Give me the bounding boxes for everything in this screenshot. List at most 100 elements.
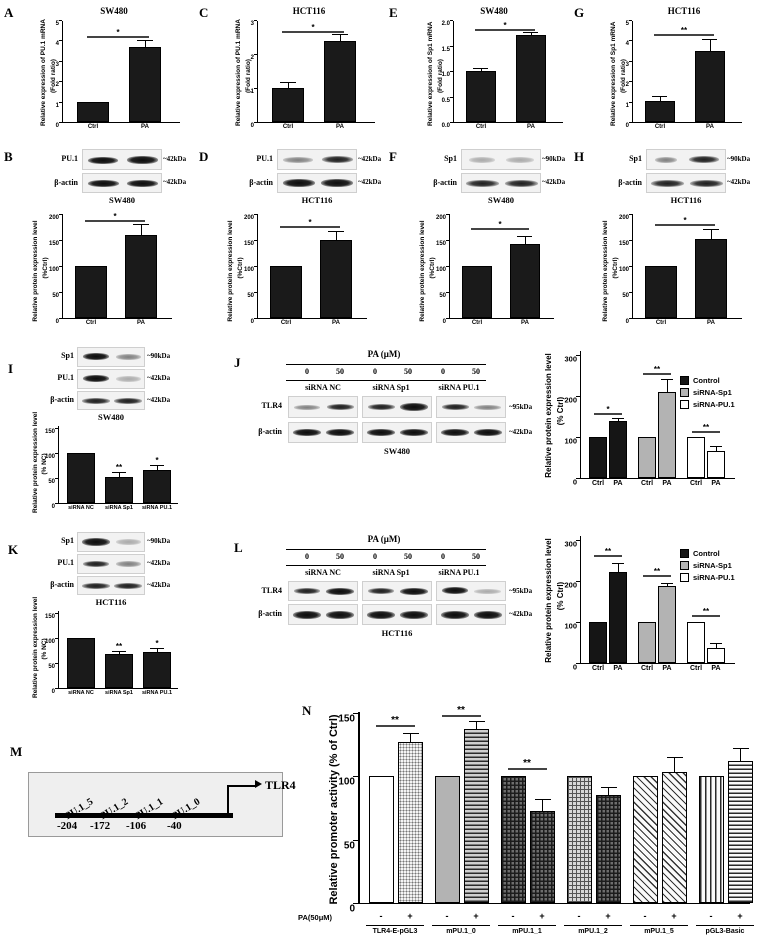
treatment-N-0: -: [379, 911, 383, 921]
y-axis-label-B-line1: Relative protein expression level: [32, 220, 39, 322]
treatment-N-1: +: [407, 911, 413, 921]
significance-L-0: **: [604, 547, 612, 556]
blot-dose-L-0: 0: [305, 552, 309, 561]
y-axis-label-B-line2: (%Ctrl): [42, 257, 49, 279]
blot-dose-L-4: 0: [441, 552, 445, 561]
bar-N-pgl3basic-plus: [728, 761, 753, 903]
y-tick-F-2: 100: [435, 267, 446, 273]
x-label-G-0: Ctrl: [654, 124, 666, 130]
blot-L-tlr4-sp1: [362, 581, 432, 601]
blot-cellline-K: HCT116: [95, 597, 127, 607]
x-label-I-0: siRNA NC: [68, 505, 94, 511]
blot-cellline-J: SW480: [384, 446, 410, 456]
bar-N-mpu10-minus: [435, 776, 460, 903]
bar-N-mpu11-minus: [501, 776, 526, 903]
y-axis-label-D-line1: Relative protein expression level: [227, 220, 234, 322]
x-label-F-1: PA: [521, 320, 529, 326]
panel-label-H: H: [574, 149, 585, 164]
bar-N-mpu11-plus: [530, 811, 555, 903]
y-axis-F: [449, 214, 450, 319]
x-label-E-1: PA: [527, 124, 535, 130]
x-label-J-1: PA: [613, 480, 623, 487]
blot-dose-L-2: 0: [373, 552, 377, 561]
plot-area-L: ** ** ** Ctrl PA Ctrl PA Ctrl PA: [581, 536, 735, 672]
y-tick-I-1: 50: [48, 479, 55, 485]
y-tick-H-0: 0: [625, 319, 629, 325]
panel-A: A SW480 Relative expression of PU.1 mRNA…: [4, 4, 194, 144]
bar-E-pa: [516, 35, 546, 122]
y-tick-F-4: 200: [435, 215, 446, 221]
y-tick-B-1: 50: [52, 293, 59, 299]
gene-label-tlr4: TLR4: [265, 778, 296, 792]
blot-kda-I-1: ~42kDa: [147, 374, 171, 382]
blot-row-label-D-0: PU.1: [256, 154, 273, 163]
y-tick-K-3: 150: [44, 614, 55, 620]
panel-label-J: J: [234, 355, 241, 370]
panel-I: I Sp1 ~90kDa PU.1 ~42kDa β-actin ~42kDa …: [4, 347, 224, 523]
y-tick-K-2: 100: [44, 639, 55, 645]
bar-J-sirnasp1-pa: [658, 392, 676, 478]
panel-G: G HCT116 Relative expression of Sp1 mRNA…: [574, 4, 774, 144]
plot-area-D: * Ctrl PA: [258, 214, 367, 326]
treatment-N-2: -: [445, 911, 449, 921]
y-axis-I: [58, 426, 59, 504]
y-tick-F-1: 50: [439, 293, 446, 299]
panel-F: F Sp1 ~90kDa β-actin ~42kDa SW480 Relati…: [389, 146, 574, 341]
site-position-3: -40: [167, 820, 182, 832]
panel-label-B: B: [4, 149, 13, 164]
y-axis-N: [358, 712, 360, 904]
legend-swatch-control: [680, 549, 689, 558]
significance-J-2: **: [702, 423, 710, 432]
plot-area-I: ** * siRNA NC siRNA Sp1 siRNA PU.1: [59, 426, 178, 511]
significance-N-2: **: [523, 758, 531, 769]
bar-L-sirnapu1-ctrl: [687, 622, 705, 663]
bar-N-tlr4epgl3-plus: [398, 742, 423, 903]
bar-G-pa: [695, 50, 725, 122]
bar-L-sirnasp1-pa: [658, 586, 676, 663]
y-axis-label-H-line2: (%Ctrl): [612, 257, 619, 279]
y-axis-label-G-line1: Relative expression of Sp1 mRNA: [610, 21, 617, 126]
blot-cellline-L: HCT116: [381, 628, 413, 638]
y-tick-H-3: 150: [618, 241, 629, 247]
y-axis-D: [257, 214, 258, 319]
x-label-I-2: siRNA PU.1: [141, 505, 173, 511]
y-axis-label-E-line1: Relative expression of Sp1 mRNA: [427, 21, 434, 126]
blot-kda-H-0: ~90kDa: [727, 155, 751, 163]
x-label-I-1: siRNA Sp1: [105, 505, 133, 511]
legend-item-J-1: siRNA-Sp1: [680, 388, 735, 397]
y-axis-label-J-line1: Relative protein expression level: [544, 353, 553, 478]
y-tick-G-0: 0: [625, 123, 629, 129]
y-axis-J: [580, 351, 581, 479]
blot-J-tlr4-nc: [288, 396, 358, 418]
panel-K: K Sp1 ~90kDa PU.1 ~42kDa β-actin ~42kDa …: [4, 532, 224, 708]
x-label-C-0: Ctrl: [282, 124, 294, 130]
blot-J-tlr4-pu1: [436, 396, 506, 418]
blot-dose-L-1: 50: [336, 552, 344, 561]
x-axis-A: [62, 122, 180, 123]
x-axis-I: [58, 503, 178, 504]
blot-header-L: PA (μM): [367, 534, 401, 544]
panel-label-E: E: [389, 5, 398, 20]
plot-area-A: * Ctrl PA: [63, 21, 180, 130]
blot-row-label-D-1: β-actin: [249, 178, 273, 187]
treatment-N-5: +: [539, 911, 545, 921]
bar-A-pa: [129, 46, 161, 122]
x-label-E-0: Ctrl: [475, 124, 487, 130]
blot-dose-J-3: 50: [404, 367, 412, 376]
bar-N-mpu15-plus: [662, 772, 687, 903]
significance-F: *: [498, 220, 502, 229]
blot-kda-J-1: ~42kDa: [509, 428, 533, 436]
chart-A: 0 1 2 3 4 5 * Ctrl PA: [56, 20, 180, 130]
plot-area-G: ** Ctrl PA: [633, 21, 742, 130]
chart-I: 0 50 100 150 ** * siRNA NC siRNA Sp1 siR…: [45, 426, 178, 511]
blot-kda-B-1: ~42kDa: [163, 178, 187, 186]
blot-kda-D-1: ~42kDa: [358, 178, 382, 186]
y-tick-J-1: 100: [564, 436, 577, 446]
legend-swatch-control: [680, 376, 689, 385]
blot-K-pu1: [77, 554, 145, 574]
plot-area-E: * Ctrl PA: [454, 21, 563, 130]
y-tick-L-2: 200: [564, 580, 577, 590]
blot-row-label-B-1: β-actin: [54, 178, 78, 187]
x-label-J-5: PA: [711, 480, 721, 487]
y-axis-label-I-line2: (% NC): [41, 453, 48, 475]
